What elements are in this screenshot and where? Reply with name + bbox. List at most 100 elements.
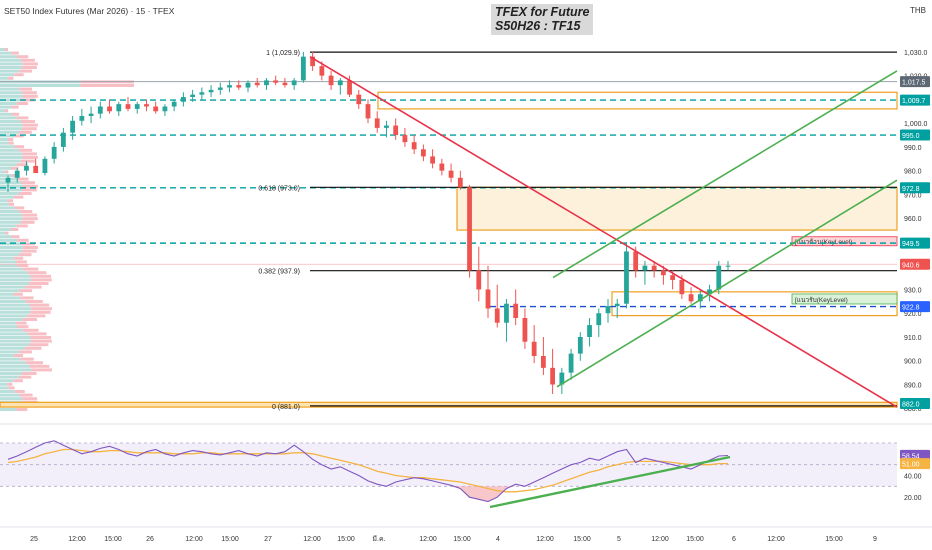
price-axis-tick: 910.0 bbox=[904, 335, 922, 342]
candle-body bbox=[144, 104, 149, 107]
volume-profile-bar-up bbox=[0, 386, 9, 390]
time-axis-tick: 4 bbox=[496, 536, 500, 543]
candle-body bbox=[347, 80, 352, 95]
volume-profile-bar-down bbox=[21, 242, 36, 246]
volume-profile-bar-up bbox=[0, 289, 20, 293]
volume-profile-bar-down bbox=[20, 296, 34, 300]
chart-title-box: TFEX for Future S50H26 : TF15 bbox=[491, 4, 594, 35]
candle-body bbox=[420, 149, 426, 157]
volume-profile-bar-down bbox=[20, 357, 34, 361]
volume-profile-bar-up bbox=[0, 325, 18, 329]
candle-body bbox=[337, 80, 343, 86]
candle-body bbox=[633, 251, 639, 271]
volume-profile-bar-up bbox=[0, 408, 17, 411]
candle-body bbox=[568, 353, 574, 373]
volume-profile-bar-down bbox=[24, 285, 42, 289]
volume-profile-bar-down bbox=[29, 364, 50, 368]
candle-body bbox=[171, 101, 177, 107]
rsi-axis-tick: 20.00 bbox=[904, 495, 922, 502]
volume-profile-bar-up bbox=[0, 69, 20, 73]
price-axis-tick: 900.0 bbox=[904, 359, 922, 366]
candle-body bbox=[439, 163, 445, 171]
volume-profile-bar-down bbox=[22, 94, 38, 98]
volume-profile-bar-down bbox=[16, 163, 28, 167]
volume-profile-bar-up bbox=[0, 339, 32, 343]
volume-profile-bar-up bbox=[0, 163, 17, 167]
volume-profile-bar-down bbox=[30, 310, 51, 314]
price-axis-tick: 880.0 bbox=[904, 406, 922, 413]
volume-profile-bar-down bbox=[22, 217, 38, 221]
volume-profile-bar-down bbox=[10, 228, 19, 231]
volume-profile-bar-up bbox=[0, 156, 23, 159]
volume-profile-bar-down bbox=[16, 224, 28, 228]
volume-profile-bar-up bbox=[0, 397, 23, 401]
candle-body bbox=[60, 132, 66, 147]
volume-profile-bar-up bbox=[0, 246, 23, 249]
volume-profile-bar-down bbox=[16, 102, 29, 105]
volume-profile-bar-down bbox=[16, 55, 29, 59]
volume-profile-bar-down bbox=[16, 264, 29, 267]
time-axis-tick: 12:00 bbox=[767, 536, 785, 543]
rsi-oversold-fill bbox=[451, 486, 525, 502]
candle-body bbox=[707, 289, 712, 295]
volume-profile-bar-down bbox=[21, 181, 36, 185]
price-tag-bg bbox=[900, 237, 930, 249]
volume-profile-bar-up bbox=[0, 48, 5, 51]
candle-body bbox=[670, 275, 676, 280]
time-axis-tick: 15:00 bbox=[104, 536, 122, 543]
volume-profile-bar-down bbox=[8, 76, 14, 80]
volume-profile-bar-up bbox=[0, 94, 23, 98]
candle-body bbox=[42, 158, 48, 174]
volume-profile-bar-down bbox=[22, 188, 37, 192]
fib-level-label: 0.618 (973.0) bbox=[258, 185, 300, 192]
title-line-2: S50H26 : TF15 bbox=[495, 19, 581, 33]
volume-profile-bar-up bbox=[0, 292, 14, 296]
time-axis-tick: 12:00 bbox=[68, 536, 86, 543]
candle-body bbox=[531, 341, 537, 356]
rsi-divergence-line bbox=[489, 455, 731, 509]
support-label-box bbox=[791, 293, 898, 305]
candle-body bbox=[79, 116, 85, 121]
candle-body bbox=[180, 97, 186, 102]
volume-profile-bar-up bbox=[0, 141, 9, 145]
volume-profile-bar-down bbox=[14, 206, 25, 210]
price-axis-tick: 1,000.0 bbox=[904, 121, 927, 128]
candle-body bbox=[107, 106, 112, 112]
volume-profile-bar-up bbox=[0, 343, 30, 347]
volume-profile-bar-up bbox=[0, 170, 6, 174]
candle-body bbox=[328, 75, 334, 86]
symbol-label: SET50 Index Futures (Mar 2026) · 15 · TF… bbox=[4, 6, 175, 16]
volume-profile-bar-up bbox=[0, 364, 30, 368]
price-tag-label: 922.8 bbox=[902, 305, 920, 312]
volume-profile-bar-down bbox=[17, 116, 29, 120]
volume-profile-bar-up bbox=[0, 332, 28, 336]
candle-body bbox=[457, 177, 463, 188]
volume-profile-bar-down bbox=[25, 361, 43, 365]
volume-profile-bar-up bbox=[0, 174, 12, 177]
price-tag-bg bbox=[900, 397, 930, 409]
volume-profile-bar-down bbox=[20, 220, 35, 224]
time-axis-tick: มี.ค. bbox=[372, 535, 385, 543]
candle-body bbox=[642, 265, 648, 271]
candle-body bbox=[624, 251, 629, 304]
rsi-tag-bg bbox=[900, 458, 930, 470]
candle-body bbox=[494, 308, 500, 323]
volume-profile-bar-down bbox=[7, 382, 13, 386]
volume-profile-bar-up bbox=[0, 350, 20, 354]
candle-body bbox=[51, 146, 57, 159]
candle-body bbox=[300, 56, 306, 81]
candle-body bbox=[725, 265, 731, 267]
volume-profile-bar-up bbox=[0, 105, 12, 109]
volume-profile-bar-up bbox=[0, 220, 21, 224]
volume-profile-bar-down bbox=[30, 336, 52, 339]
volume-profile-bar-up bbox=[0, 296, 21, 300]
candle-body bbox=[614, 303, 620, 307]
volume-profile-bar-down bbox=[22, 246, 38, 249]
volume-profile-bar-up bbox=[0, 328, 24, 332]
volume-profile-bar-down bbox=[17, 325, 29, 329]
volume-profile-bar-up bbox=[0, 314, 28, 318]
volume-profile-bar-down bbox=[19, 148, 33, 152]
volume-profile bbox=[0, 48, 134, 411]
time-axis-tick: 15:00 bbox=[337, 536, 355, 543]
